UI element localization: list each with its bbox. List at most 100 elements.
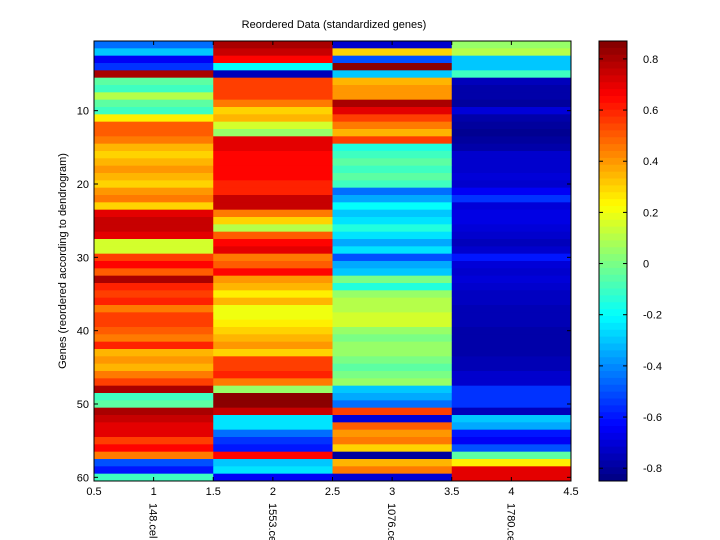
- heatmap-cell: [451, 48, 572, 57]
- x-tick-label: 2.5: [325, 486, 340, 498]
- heatmap-cell: [94, 275, 214, 284]
- heatmap-cell: [451, 371, 572, 379]
- heatmap-cell: [332, 261, 453, 269]
- heatmap-cell: [332, 114, 453, 123]
- heatmap-cell: [451, 253, 572, 262]
- heatmap-cell: [94, 327, 214, 335]
- colorbar-frame: [598, 40, 628, 482]
- colorbar-segment: [599, 302, 627, 310]
- heatmap-cell: [213, 70, 333, 79]
- heatmap-cell: [94, 312, 214, 321]
- colorbar-segment: [599, 240, 627, 248]
- colorbar-tick-label: -0.4: [643, 361, 662, 373]
- heatmap-cell: [332, 334, 453, 343]
- heatmap-cell: [94, 48, 214, 57]
- heatmap-cell: [94, 77, 214, 86]
- column-label: 1553.cel: [266, 503, 278, 540]
- heatmap-cell: [213, 275, 333, 284]
- heatmap-cell: [94, 85, 214, 93]
- heatmap-cell: [94, 209, 214, 218]
- heatmap-cell: [213, 231, 333, 240]
- colorbar-segment: [599, 405, 627, 413]
- heatmap-cell: [451, 92, 572, 101]
- colorbar-segment: [599, 309, 627, 317]
- heatmap-cell: [332, 55, 453, 64]
- heatmap-cell: [94, 341, 214, 350]
- colorbar-segment: [599, 68, 627, 76]
- colorbar-segment: [599, 377, 627, 386]
- heatmap-cell: [332, 437, 453, 445]
- colorbar-segment: [599, 460, 627, 468]
- heatmap-cell: [94, 246, 214, 255]
- colorbar-segment: [599, 178, 627, 186]
- heatmap-cell: [451, 165, 572, 174]
- heatmap-cell: [332, 422, 453, 431]
- heatmap-cell: [94, 429, 214, 438]
- heatmap-cell: [213, 195, 333, 203]
- heatmap-cell: [451, 114, 572, 123]
- y-tick-label: 50: [77, 399, 89, 411]
- heatmap-cell: [94, 334, 214, 343]
- colorbar-tick-label: 0.4: [643, 156, 658, 168]
- heatmap-cell: [94, 70, 214, 79]
- heatmap-cell: [213, 356, 333, 365]
- heatmap-cell: [213, 121, 333, 130]
- heatmap-cell: [213, 290, 333, 299]
- y-tick-label: 10: [77, 106, 89, 118]
- heatmap-cell: [94, 239, 214, 247]
- heatmap-cell: [332, 356, 453, 365]
- heatmap-cell: [451, 378, 572, 387]
- heatmap-cell: [213, 341, 333, 350]
- heatmap-cell: [332, 129, 453, 137]
- heatmap-cell: [451, 327, 572, 335]
- heatmap-cell: [213, 224, 333, 233]
- column-label: 1076.cel: [385, 503, 397, 540]
- heatmap-cell: [332, 393, 453, 401]
- heatmap-cell: [332, 466, 453, 475]
- colorbar-segment: [599, 316, 627, 324]
- heatmap-cell: [451, 77, 572, 86]
- heatmap-cell: [213, 371, 333, 379]
- heatmap-cell: [94, 165, 214, 174]
- colorbar-tick-label: -0.6: [643, 412, 662, 424]
- heatmap-cell: [213, 202, 333, 211]
- heatmap-cell: [332, 246, 453, 255]
- heatmap-cell: [451, 297, 572, 306]
- heatmap-cell: [332, 77, 453, 86]
- axes: 0.5 1 1.5 2 2.5 3 3.5 4 4.5 10 20 30 40 50 60 148.cel 15…: [77, 41, 579, 540]
- heatmap-cell: [332, 327, 453, 335]
- heatmap-cell: [332, 385, 453, 394]
- heatmap-cell: [94, 187, 214, 196]
- heatmap-cell: [94, 114, 214, 123]
- heatmap-cell: [332, 70, 453, 79]
- heatmap-cell: [451, 415, 572, 423]
- heatmap-cell: [451, 121, 572, 130]
- heatmap-cell: [94, 121, 214, 130]
- heatmap-cell: [94, 422, 214, 431]
- colorbar-segment: [599, 185, 627, 193]
- heatmap-cell: [94, 136, 214, 145]
- colorbar-segment: [599, 130, 627, 138]
- colorbar-tick-label: -0.2: [643, 310, 662, 322]
- heatmap-cell: [213, 385, 333, 394]
- heatmap-cell: [213, 92, 333, 101]
- heatmap-cell: [451, 393, 572, 401]
- heatmap-cell: [94, 283, 214, 291]
- heatmap-cell: [94, 253, 214, 262]
- colorbar-segment: [599, 102, 627, 111]
- colorbar-segment: [599, 109, 627, 118]
- heatmap-cell: [213, 444, 333, 453]
- colorbar-segment: [599, 157, 627, 166]
- x-tick-label: 3.5: [444, 486, 459, 498]
- heatmap-cell: [451, 349, 572, 357]
- colorbar-segment: [599, 192, 627, 200]
- colorbar-segment: [599, 267, 627, 276]
- heatmap-cell: [213, 466, 333, 475]
- colorbar-segment: [599, 336, 627, 344]
- heatmap-cell: [451, 107, 572, 115]
- heatmap-cell: [332, 297, 453, 306]
- y-tick-label: 30: [77, 252, 89, 264]
- heatmap-cell: [213, 349, 333, 357]
- colorbar-segment: [599, 288, 627, 296]
- colorbar-segment: [599, 398, 627, 406]
